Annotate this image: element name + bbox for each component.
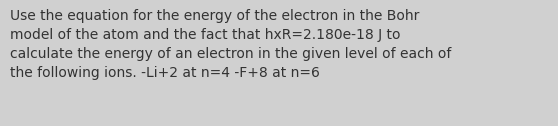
Text: Use the equation for the energy of the electron in the Bohr
model of the atom an: Use the equation for the energy of the e… (10, 9, 451, 80)
